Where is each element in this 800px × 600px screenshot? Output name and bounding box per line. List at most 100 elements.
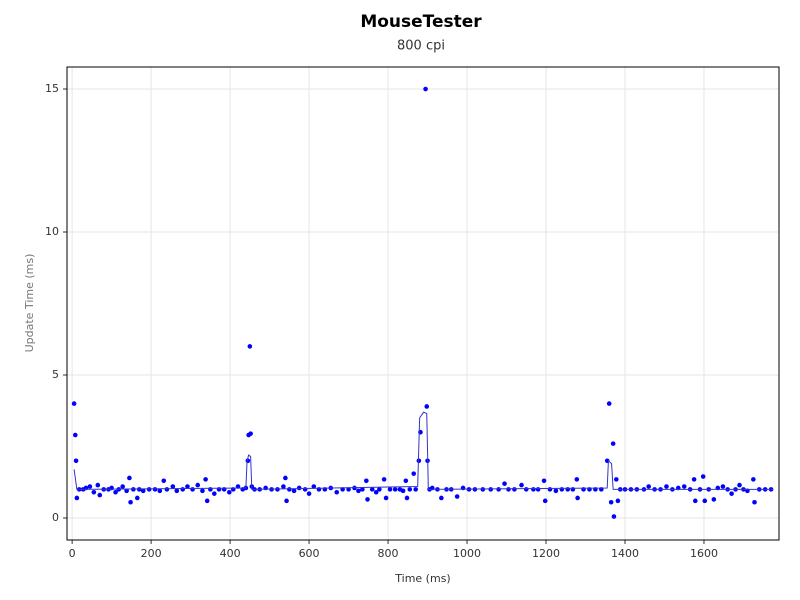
data-point (496, 487, 501, 492)
data-point (365, 497, 370, 502)
data-point (281, 484, 286, 489)
data-point (535, 487, 541, 492)
data-point (185, 484, 190, 489)
data-point (691, 477, 697, 482)
x-tick-label: 0 (69, 547, 76, 560)
data-point (610, 441, 616, 446)
data-point (302, 487, 308, 492)
data-point (146, 487, 152, 492)
data-point (152, 487, 158, 492)
x-axis-label: Time (ms) (394, 572, 450, 585)
data-point (383, 495, 389, 501)
data-point (161, 478, 167, 484)
x-tick-label: 200 (141, 547, 162, 560)
data-point (124, 488, 129, 494)
data-point (364, 478, 369, 484)
data-point (664, 484, 669, 489)
data-point (559, 487, 565, 492)
data-point (692, 498, 698, 504)
data-point (403, 478, 409, 484)
data-point (608, 499, 614, 505)
data-point (134, 495, 140, 501)
data-point (646, 484, 651, 489)
data-point (170, 484, 176, 489)
data-point (140, 488, 146, 494)
data-point (575, 495, 580, 501)
data-point (541, 478, 547, 484)
data-point (752, 499, 757, 505)
x-tick-label: 1600 (690, 547, 718, 560)
data-point (248, 431, 253, 436)
data-point (506, 487, 511, 492)
data-point (519, 482, 524, 488)
data-point (373, 489, 379, 495)
data-point (200, 488, 205, 494)
data-point (164, 487, 170, 492)
data-point (97, 492, 103, 498)
x-tick-label: 1200 (532, 547, 560, 560)
data-point (287, 487, 292, 492)
data-point (296, 485, 302, 491)
data-point (306, 491, 312, 496)
data-point (311, 484, 317, 489)
plot-frame (66, 66, 780, 541)
data-point (751, 477, 756, 482)
data-point (334, 489, 340, 495)
data-point (512, 487, 517, 492)
data-point (729, 491, 734, 496)
data-point (411, 471, 417, 476)
x-tick-label: 1400 (611, 547, 639, 560)
data-point (128, 499, 133, 505)
data-point (454, 494, 460, 499)
x-tick-label: 600 (299, 547, 320, 560)
data-point (204, 498, 210, 504)
x-tick-label: 800 (378, 547, 399, 560)
data-point (195, 482, 201, 488)
y-tick-label: 15 (45, 82, 59, 95)
data-point (87, 484, 93, 489)
y-tick-label: 5 (52, 368, 59, 381)
data-point (700, 474, 706, 479)
data-point (387, 487, 393, 492)
data-point (439, 495, 444, 501)
y-tick-label: 0 (52, 511, 59, 524)
data-point (157, 488, 163, 494)
data-point (407, 487, 413, 492)
data-point (400, 488, 406, 494)
data-point (91, 489, 97, 495)
data-point (531, 487, 536, 492)
data-point (127, 475, 132, 481)
data-point (113, 489, 118, 495)
x-tick-label: 1000 (453, 547, 481, 560)
data-point (542, 498, 548, 504)
data-point (283, 475, 288, 481)
data-point (174, 488, 180, 494)
data-point (247, 344, 253, 349)
data-point (553, 488, 559, 494)
data-point (423, 86, 428, 92)
data-point (72, 432, 78, 438)
data-point (615, 498, 621, 504)
data-point (73, 458, 79, 464)
trend-line (73, 411, 774, 490)
data-point (284, 498, 289, 504)
data-point (404, 495, 410, 501)
data-point (574, 477, 580, 482)
data-point (120, 484, 125, 489)
data-point (711, 497, 717, 502)
data-point (71, 401, 77, 406)
data-point (681, 484, 687, 489)
x-tick-label: 400 (220, 547, 241, 560)
y-axis-label: Update Time (ms) (23, 254, 36, 353)
data-point (136, 487, 142, 492)
data-point (606, 401, 612, 406)
chart-title: MouseTester (360, 12, 482, 32)
data-point (203, 477, 208, 482)
data-point (377, 487, 382, 492)
data-point (737, 482, 742, 488)
data-point (381, 477, 387, 482)
data-point (356, 488, 361, 494)
data-point (369, 487, 375, 492)
data-point (413, 487, 418, 492)
